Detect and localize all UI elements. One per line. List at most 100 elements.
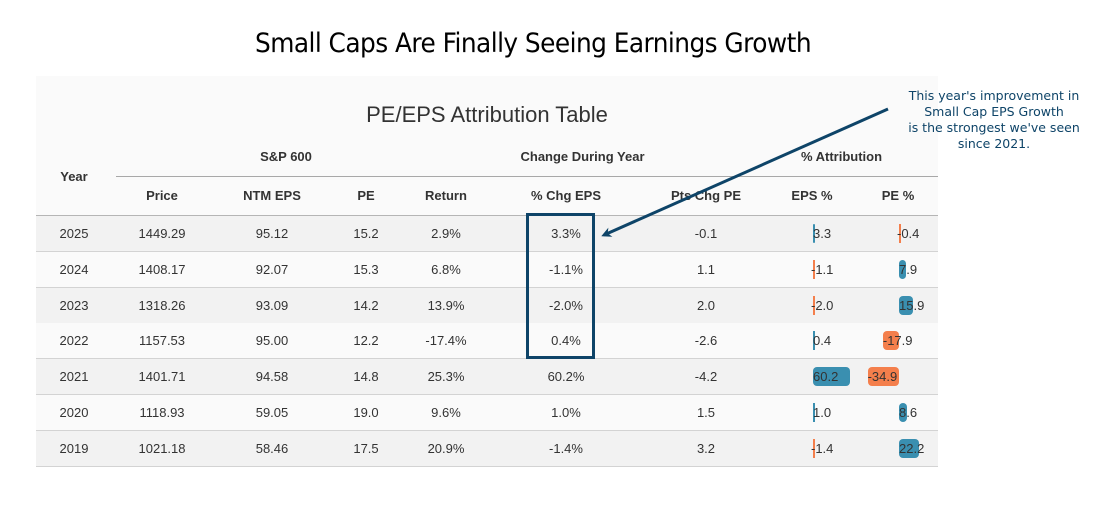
cell-year: 2024 [59,261,89,277]
eps-attribution-value: -1.1 [811,261,834,277]
cell-price: 1408.17 [138,261,186,277]
cell-ntm-eps: 94.58 [255,369,289,385]
cell-return: 9.6% [431,405,461,420]
cell-price: 1318.26 [138,297,186,313]
column-price: Price [146,188,178,203]
cell-pe: 19.0 [353,405,379,420]
cell-pts-chg-pe: -4.2 [694,369,718,385]
cell-year: 2021 [59,369,89,385]
table-row: 2023 1318.26 93.09 14.2 13.9% -2.0% 2.0 -2.0 15.… [36,287,938,324]
cell-pe: 17.5 [353,440,379,456]
column-ntm-eps: NTM EPS [243,188,301,203]
column-return: Return [425,188,467,203]
table-title: PE/EPS Attribution Table [366,102,608,127]
cell-pts-chg-pe: 3.2 [696,440,716,456]
header-change-during-year: Change During Year [520,149,645,164]
cell-return: 13.9% [427,297,465,313]
column-eps-pct: EPS % [791,188,833,203]
eps-attribution-bar [813,438,815,458]
cell-ntm-eps: 58.46 [255,440,289,456]
pe-attribution-value: -0.4 [897,226,920,241]
header-bottom-rule [36,215,938,216]
cell-pts-chg-pe: -0.1 [694,226,718,241]
cell-year: 2025 [59,226,89,241]
cell-chg-eps: 3.3% [551,226,581,241]
pe-attribution-bar [899,403,907,422]
cell-pe: 14.8 [353,369,379,385]
eps-attribution-bar [813,259,815,279]
cell-price: 1118.93 [139,405,185,420]
cell-ntm-eps: 59.05 [255,405,289,420]
cell-chg-eps: 0.4% [551,333,581,349]
cell-year: 2023 [59,297,89,313]
cell-price: 1157.53 [138,333,186,349]
header-divider [116,176,938,177]
cell-price: 1449.29 [138,226,186,241]
pe-attribution-value: 8.6 [899,405,918,420]
header-year: Year [60,169,88,184]
cell-year: 2022 [59,333,89,349]
eps-attribution-value: 1.0 [813,405,832,420]
cell-ntm-eps: 92.07 [255,261,289,277]
cell-pts-chg-pe: 1.5 [696,405,716,420]
pe-attribution-bar [899,224,901,243]
table-row: 2021 1401.71 94.58 14.8 25.3% 60.2% -4.2 60.2 -3… [36,359,938,396]
cell-return: -17.4% [425,333,467,349]
cell-ntm-eps: 93.09 [255,297,289,313]
pe-attribution-value: 22.2 [899,440,925,456]
eps-attribution-value: -1.4 [811,440,834,456]
column-pe-pct: PE % [881,188,915,203]
cell-ntm-eps: 95.00 [255,333,289,349]
pe-attribution-value: -17.9 [882,333,913,349]
cell-return: 2.9% [431,226,461,241]
cell-chg-eps: -2.0% [549,297,583,313]
table-row: 2020 1118.93 59.05 19.0 9.6% 1.0% 1.5 1.0 8.6 [36,395,938,431]
annotation-line: is the strongest we've seen [908,120,1080,135]
annotation-line: since 2021. [957,136,1031,151]
eps-attribution-value: -2.0 [811,297,834,313]
cell-chg-eps: -1.4% [549,440,583,456]
table-row: 2024 1408.17 92.07 15.3 6.8% -1.1% 1.1 -1.1 7.9 [36,251,938,288]
cell-pts-chg-pe: -2.6 [694,333,718,349]
column-pe: PE [357,188,375,203]
pe-attribution-bar [899,438,919,458]
highlight-box-chg-eps [526,213,595,359]
cell-year: 2019 [59,440,89,456]
cell-pe: 15.2 [353,226,379,241]
cell-return: 20.9% [427,440,465,456]
table-row: 2022 1157.53 95.00 12.2 -17.4% 0.4% -2.6 0.4 -17… [36,323,938,360]
cell-pe: 12.2 [353,333,379,349]
column-chg-eps: % Chg EPS [530,188,602,203]
pe-attribution-value: -34.9 [867,369,898,385]
pe-attribution-value: 15.9 [899,297,925,313]
header-sp600: S&P 600 [260,149,312,164]
table-row: 2019 1021.18 58.46 17.5 20.9% -1.4% 3.2 -1.4 22.… [36,430,938,467]
cell-pe: 14.2 [353,297,379,313]
pe-attribution-bar [882,331,899,351]
eps-attribution-bar [813,331,815,351]
annotation-text: This year's improvement in Small Cap EPS… [889,88,1099,152]
pe-attribution-value: 7.9 [899,261,918,277]
table-row: 2025 1449.29 95.12 15.2 2.9% 3.3% -0.1 3.3 -0.4 [36,216,938,252]
eps-attribution-bar [813,367,851,387]
cell-ntm-eps: 95.12 [255,226,289,241]
pe-attribution-bar [899,259,907,279]
page-headline: Small Caps Are Finally Seeing Earnings G… [254,28,812,59]
cell-price: 1401.71 [138,369,186,385]
cell-chg-eps: -1.1% [549,261,583,277]
annotation-line: This year's improvement in [908,88,1080,103]
cell-return: 6.8% [431,261,461,277]
eps-attribution-value: 3.3 [813,226,832,241]
pe-attribution-bar [867,367,899,387]
annotation-line: Small Cap EPS Growth [924,104,1064,119]
cell-pts-chg-pe: 1.1 [696,261,716,277]
cell-chg-eps: 1.0% [551,405,581,420]
attribution-table: PE/EPS Attribution Table Year S&P 600 Ch… [36,76,938,467]
cell-price: 1021.18 [138,440,186,456]
cell-year: 2020 [59,405,89,420]
pe-attribution-bar [899,295,914,315]
eps-attribution-bar [813,295,815,315]
eps-attribution-value: 0.4 [813,333,832,349]
eps-attribution-value: 60.2 [813,369,839,385]
cell-chg-eps: 60.2% [547,369,585,385]
